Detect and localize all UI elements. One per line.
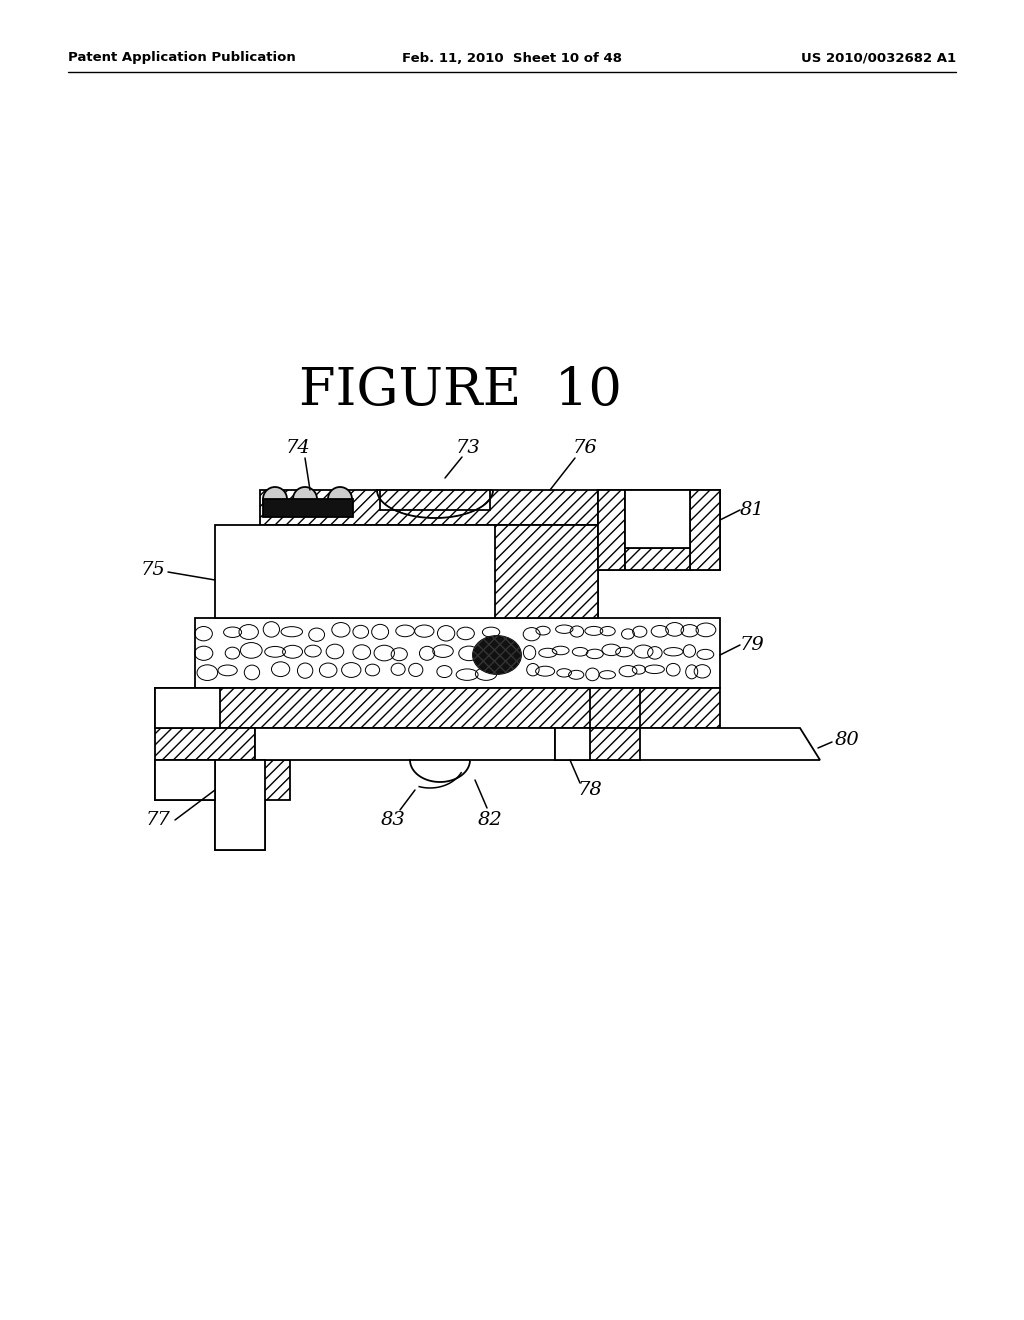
Polygon shape — [155, 688, 720, 729]
Polygon shape — [155, 760, 215, 800]
Text: Patent Application Publication: Patent Application Publication — [68, 51, 296, 65]
Text: 76: 76 — [572, 440, 597, 457]
Circle shape — [293, 487, 317, 511]
Text: 74: 74 — [286, 440, 310, 457]
Polygon shape — [155, 688, 220, 729]
Polygon shape — [255, 729, 820, 760]
Text: 80: 80 — [835, 731, 860, 748]
Text: 83: 83 — [381, 810, 406, 829]
Text: 82: 82 — [477, 810, 503, 829]
Polygon shape — [625, 548, 690, 570]
Polygon shape — [495, 525, 598, 618]
Polygon shape — [410, 760, 470, 781]
Text: 81: 81 — [740, 502, 765, 519]
Polygon shape — [215, 525, 598, 618]
Polygon shape — [215, 800, 265, 850]
Text: 78: 78 — [578, 781, 602, 799]
Polygon shape — [380, 490, 490, 510]
Polygon shape — [598, 490, 625, 570]
Polygon shape — [625, 490, 690, 548]
Text: US 2010/0032682 A1: US 2010/0032682 A1 — [801, 51, 956, 65]
Polygon shape — [377, 490, 493, 517]
Text: 75: 75 — [140, 561, 165, 579]
Polygon shape — [555, 729, 590, 760]
Circle shape — [263, 487, 287, 511]
Polygon shape — [590, 688, 640, 729]
Polygon shape — [690, 490, 720, 570]
Polygon shape — [215, 760, 265, 850]
Polygon shape — [260, 490, 720, 525]
Polygon shape — [555, 729, 640, 760]
Text: 77: 77 — [145, 810, 170, 829]
Polygon shape — [263, 499, 353, 517]
Text: Feb. 11, 2010  Sheet 10 of 48: Feb. 11, 2010 Sheet 10 of 48 — [402, 51, 622, 65]
Polygon shape — [195, 618, 720, 688]
Circle shape — [328, 487, 352, 511]
Text: 73: 73 — [456, 440, 480, 457]
Text: 79: 79 — [740, 636, 765, 653]
Polygon shape — [155, 760, 290, 800]
Ellipse shape — [473, 636, 521, 675]
Polygon shape — [155, 729, 255, 760]
Polygon shape — [598, 490, 720, 570]
Text: FIGURE  10: FIGURE 10 — [299, 364, 622, 416]
